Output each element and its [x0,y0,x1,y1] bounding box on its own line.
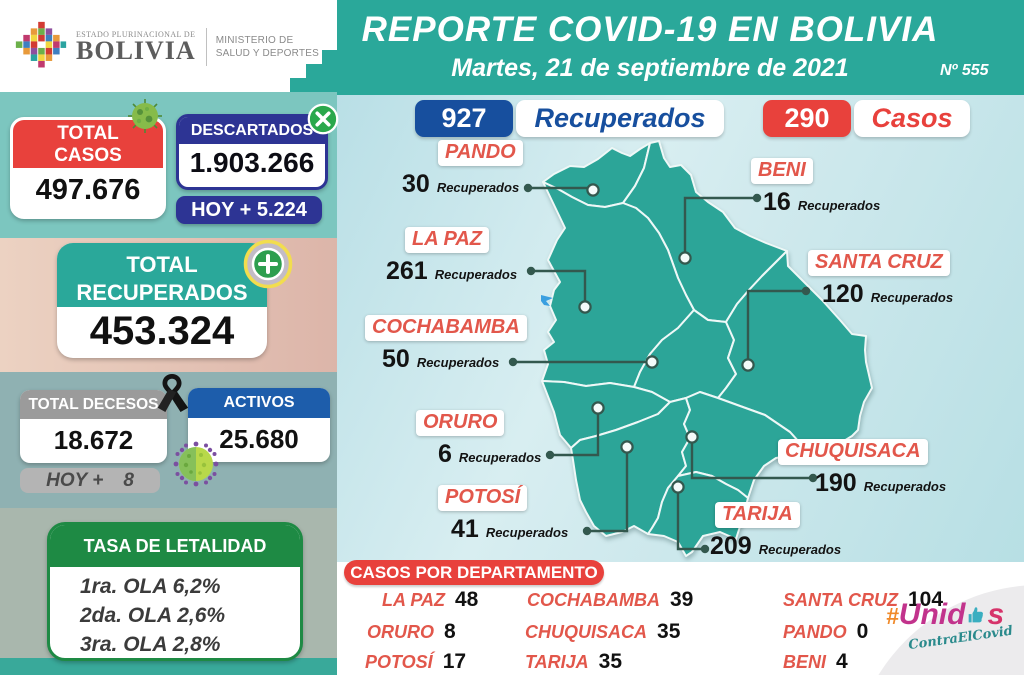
gov-country-label: BOLIVIA [76,36,196,66]
mourning-ribbon-icon [157,374,189,413]
label-pando: PANDO 30 Recuperados [402,140,523,199]
band-footer-strip [0,658,337,675]
bottom-cell: POTOSÍ 17 [365,650,467,673]
activos-value: 25.680 [219,424,299,454]
bottom-cell: CHUQUISACA 35 [525,620,681,643]
letalidad-row-2: 2da. OLA 2,6% [80,603,226,627]
map-markers [578,183,755,494]
label-la-paz: LA PAZ 261 Recuperados [386,227,518,285]
total-decesos-box: TOTAL DECESOS 18.672 [20,390,167,463]
connector-lines [513,186,813,551]
letalidad-label: TASA DE LETALIDAD [50,525,300,567]
total-recuperados-label: TOTAL RECUPERADOS [57,243,267,307]
gov-ministry-label: MINISTERIO DE SALUD Y DEPORTES [215,35,319,59]
bottom-cell: SANTA CRUZ 104 [783,588,944,611]
decesos-hoy: HOY +8 [20,468,160,493]
letalidad-rows: 1ra. OLA 6,2% 2da. OLA 2,6% 3ra. OLA 2,8… [50,567,300,658]
letalidad-row-1: 1ra. OLA 6,2% [80,575,221,598]
recovered-total-label: Recuperados [516,100,724,137]
total-casos-value: 497.676 [35,174,141,206]
total-recuperados-box: TOTAL RECUPERADOS 453.324 [57,243,267,358]
plus-icon [243,239,293,289]
report-date: Martes, 21 de septiembre de 2021 [451,54,849,82]
label-beni: BENI 16 Recuperados [751,158,880,217]
stair-step [290,78,306,92]
gov-small-label: ESTADO PLURINACIONAL DE [76,30,196,40]
letalidad-box: TASA DE LETALIDAD 1ra. OLA 6,2% 2da. OLA… [47,522,303,661]
gov-divider [205,28,207,66]
unidos-logo: #Unid s ContraElCovid [886,600,1024,675]
bottom-cell: TARIJA 35 [525,650,623,673]
cases-total-label: Casos [854,100,970,137]
bolivia-emblem-icon [15,21,67,68]
stair-step [322,50,337,92]
label-potosi: POTOSÍ 41 Recuperados [438,485,568,544]
bottom-cell: BENI 4 [783,650,848,673]
report-number: Nº 555 [940,62,989,79]
activos-label: ACTIVOS [188,388,330,418]
gov-text: ESTADO PLURINACIONAL DE BOLIVIA [76,30,196,64]
bottom-cell: ORURO 8 [367,620,456,643]
label-tarija: TARIJA 209 Recuperados [710,502,842,560]
map-tarija [647,471,749,557]
total-decesos-label: TOTAL DECESOS [20,390,167,419]
total-decesos-value: 18.672 [53,425,134,455]
total-casos-label: TOTAL CASOS [13,120,163,168]
recovered-total-badge: 927 [415,100,513,137]
total-casos-box: TOTAL CASOS 497.676 [10,117,166,219]
bottom-cell: COCHABAMBA 39 [527,588,694,611]
label-chuquisaca: CHUQUISACA 190 Recuperados [778,439,946,498]
bottom-cell: LA PAZ 48 [382,588,479,611]
page-title: REPORTE COVID-19 EN BOLIVIA [361,10,939,49]
label-cochabamba: COCHABAMBA 50 Recuperados [365,315,527,374]
virus-icon [128,99,162,133]
letalidad-row-3: 3ra. OLA 2,8% [80,632,221,656]
label-oruro: ORURO 6 Recuperados [416,410,541,469]
casos-banner: CASOS POR DEPARTAMENTO [344,560,604,585]
bolivia-map [508,140,873,557]
cases-total-badge: 290 [763,100,851,137]
discarded-x-icon [307,103,339,135]
unidos-wordmark: #Unid s [886,598,1005,631]
descartados-hoy: HOY + 5.224 [176,196,322,224]
descartados-label: DESCARTADOS [179,117,325,144]
total-recuperados-value: 453.324 [89,309,235,353]
label-santa-cruz: SANTA CRUZ 120 Recuperados [808,250,953,309]
descartados-box: DESCARTADOS 1.903.266 [176,114,328,190]
bottom-cell: PANDO 0 [783,620,869,643]
titicaca-icon [541,295,553,306]
descartados-value: 1.903.266 [189,147,315,178]
connector-dots [508,183,818,554]
activos-box: ACTIVOS 25.680 [188,388,330,462]
gov-logo: ESTADO PLURINACIONAL DE BOLIVIA MINISTER… [14,14,330,80]
stair-step [306,64,322,92]
thumbs-up-icon [969,607,984,623]
virus2-icon [173,441,219,487]
